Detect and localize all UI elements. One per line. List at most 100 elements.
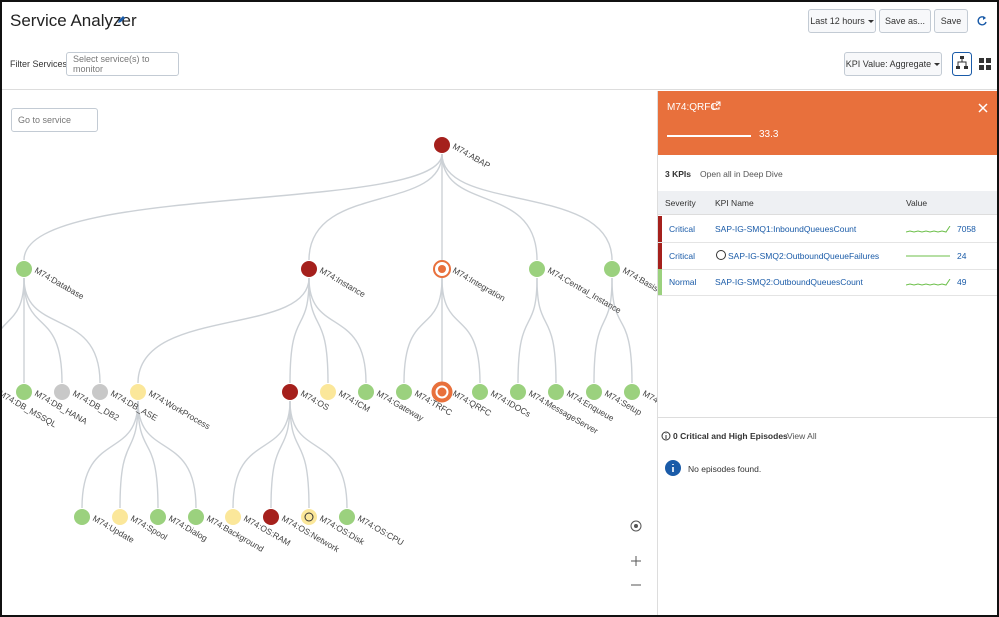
service-tree: M74:ABAP M74:Database M74:Instance M74:Inte…: [2, 137, 657, 586]
edge: [308, 277, 329, 384]
save-as-text: Save as...: [884, 16, 926, 26]
node-circle: [301, 261, 317, 277]
save-text: Save: [940, 16, 962, 26]
sparkline: [906, 226, 951, 233]
node-circle: [510, 384, 526, 400]
edge: [81, 400, 139, 509]
column-header: Severity: [665, 198, 696, 208]
sparkline-path: [906, 279, 951, 286]
locate-icon[interactable]: [630, 520, 642, 532]
node-core: [438, 265, 446, 273]
edge: [270, 400, 291, 509]
edge: [593, 277, 613, 384]
node-circle: [320, 384, 336, 400]
node-circle: [301, 509, 317, 525]
edge: [441, 153, 538, 261]
node-circle: [604, 261, 620, 277]
column-header: KPI Name: [715, 198, 754, 208]
service-name: M74:QRFC: [667, 102, 718, 113]
sparkline: [906, 255, 950, 256]
refresh-icon[interactable]: [976, 15, 988, 27]
kpi-name[interactable]: SAP-IG-SMQ1:InboundQueuesCount: [715, 224, 857, 234]
no-episodes: No episodes found.: [688, 464, 762, 474]
node-circle: [263, 509, 279, 525]
node-circle: [282, 384, 298, 400]
node-label: M74:Instance: [318, 265, 367, 299]
edge: [536, 277, 557, 384]
time-range-text: Last 12 hours: [810, 16, 865, 26]
side-panel: [657, 91, 997, 615]
kpi-count: 3 KPIs: [665, 169, 691, 179]
deep-dive-text: Open all in Deep Dive: [700, 169, 783, 179]
external-icon[interactable]: [712, 101, 721, 110]
service-node[interactable]: M74:Integration: [433, 260, 507, 303]
node-circle: [358, 384, 374, 400]
node-label: M74:Basis: [621, 265, 657, 294]
sparkline: [906, 279, 951, 286]
column-header: Value: [906, 198, 928, 208]
node-circle: [54, 384, 70, 400]
severity: Critical: [669, 224, 695, 234]
edge: [517, 277, 538, 384]
kpi-value-dropdown[interactable]: KPI Value: Aggregate: [844, 52, 942, 76]
edge: [137, 400, 197, 509]
node-circle: [396, 384, 412, 400]
node-circle: [339, 509, 355, 525]
panel-service-name[interactable]: M74:QRFC: [667, 102, 718, 113]
deep-dive-link[interactable]: Open all in Deep Dive: [700, 169, 783, 179]
divider: [658, 417, 997, 418]
edge: [611, 277, 633, 384]
service-node[interactable]: M74:ABAP: [434, 137, 492, 171]
edge: [441, 277, 481, 384]
edge: [137, 277, 310, 384]
info-icon: [665, 460, 681, 476]
edge: [137, 400, 159, 509]
zoom-in[interactable]: [631, 556, 641, 566]
close-icon[interactable]: [978, 103, 988, 113]
node-circle: [624, 384, 640, 400]
caret: [934, 62, 941, 66]
locate-dot: [634, 524, 638, 528]
panel-header: [658, 91, 997, 155]
node-circle: [188, 509, 204, 525]
edge: [232, 400, 291, 509]
filter-label: Filter Services: [10, 59, 68, 69]
filter-placeholder: Select service(s) to monitor: [73, 54, 150, 74]
kpi-name[interactable]: SAP-IG-SMQ2:OutboundQueuesCount: [715, 277, 863, 287]
edge: [23, 277, 63, 384]
save-button[interactable]: Save: [934, 9, 968, 33]
severity: Critical: [669, 250, 695, 261]
sparkline-path: [906, 226, 951, 233]
edit-icon[interactable]: [116, 15, 126, 25]
node-circle: [112, 509, 128, 525]
node-label: M74:ABAP: [451, 141, 492, 171]
severity: Normal: [669, 277, 697, 287]
node-label: M74:S: [641, 388, 657, 409]
view-all-link[interactable]: View All: [787, 431, 817, 441]
node-circle: [16, 384, 32, 400]
node-circle: [472, 384, 488, 400]
episodes-title: 0 Critical and High Episodes: [673, 431, 788, 441]
node-label: M74:WorkProcess: [147, 388, 212, 431]
filter-input[interactable]: Select service(s) to monitor: [66, 52, 179, 76]
node-circle: [586, 384, 602, 400]
row-border: [658, 242, 997, 243]
node-circle: [150, 509, 166, 525]
edge: [441, 153, 613, 261]
kpi-value: 49: [957, 277, 967, 287]
edge: [23, 277, 101, 384]
node-circle: [434, 137, 450, 153]
view-toggle[interactable]: [952, 52, 994, 76]
kpi-name[interactable]: SAP-IG-SMQ2:OutboundQueueFailures: [728, 250, 880, 261]
save-as-button[interactable]: Save as...: [879, 9, 931, 33]
row-border: [658, 295, 997, 296]
warning-icon: [716, 249, 726, 260]
go-to-service-input[interactable]: Go to service: [11, 108, 98, 132]
node-label: M74:Database: [33, 265, 86, 301]
node-icon: [304, 512, 314, 522]
severity-bar: [658, 269, 662, 295]
node-label: M74:Integration: [451, 265, 507, 303]
time-range-button[interactable]: Last 12 hours: [808, 9, 876, 33]
node-circle: [225, 509, 241, 525]
node-circle: [548, 384, 564, 400]
